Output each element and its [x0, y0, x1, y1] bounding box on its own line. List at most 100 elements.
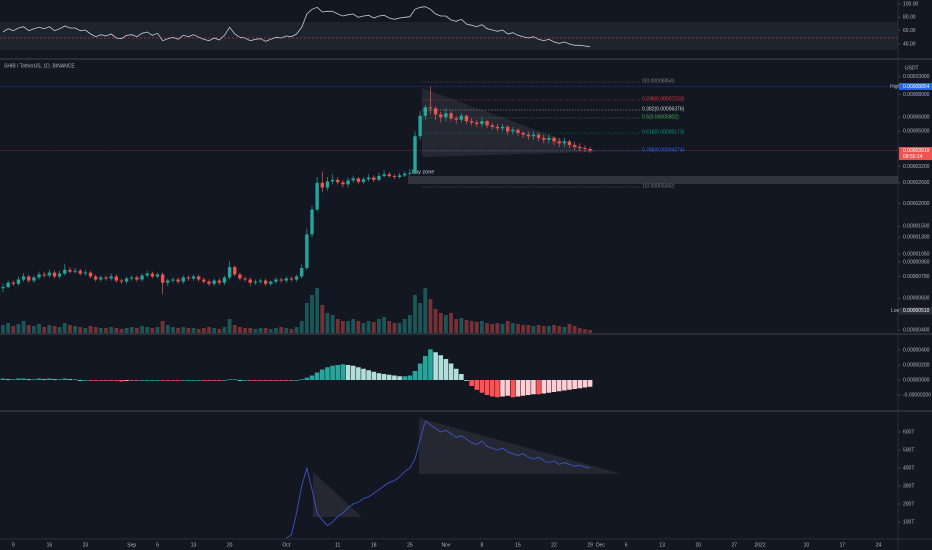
candle-body: [263, 280, 268, 284]
time-label: 10: [804, 542, 810, 548]
y-tick-label: 500T: [903, 447, 914, 453]
histogram-bar: [21, 378, 26, 380]
volume-bar: [289, 329, 294, 333]
volume-bar: [114, 328, 119, 333]
histogram-bar: [253, 380, 258, 381]
candle-body: [248, 279, 252, 283]
histogram-bar: [433, 352, 438, 380]
volume-bar: [521, 325, 526, 333]
volume-bar: [557, 326, 562, 333]
y-tick-label: 0.00001500: [903, 223, 930, 229]
volume-bar: [181, 327, 186, 333]
histogram-bar: [562, 380, 567, 391]
y-tick-label: -0.00000200: [903, 392, 931, 398]
volume-bar: [207, 327, 211, 333]
candle-body: [99, 277, 103, 280]
histogram-bar: [11, 379, 16, 381]
histogram-bar: [423, 356, 428, 380]
triangle-drawing: [313, 472, 362, 517]
candle-body: [176, 279, 180, 282]
y-tick-label: 0.00002600: [903, 180, 930, 186]
histogram-bar: [412, 371, 418, 380]
histogram-bar: [47, 378, 52, 380]
candle-body: [428, 107, 433, 109]
histogram-bar: [294, 380, 299, 381]
y-tick-label: 300T: [903, 483, 914, 489]
volume-bar: [377, 319, 381, 333]
histogram-bar: [273, 380, 279, 381]
histogram-bar: [268, 380, 274, 381]
histogram-bar: [129, 380, 135, 381]
volume-bar: [232, 325, 237, 333]
volume-bar: [129, 327, 134, 333]
histogram-bar: [541, 380, 547, 394]
histogram-bar: [366, 370, 371, 380]
volume-bar: [536, 325, 541, 333]
time-label: 9: [12, 542, 15, 548]
candle-body: [315, 182, 319, 210]
volume-bar: [495, 323, 500, 333]
time-label: 29: [587, 542, 593, 548]
histogram-bar: [124, 380, 129, 381]
volume-bar: [547, 326, 551, 333]
volume-bar: [351, 319, 356, 333]
time-label: 23: [83, 542, 89, 548]
histogram-bar: [448, 363, 454, 380]
histogram-bar: [345, 365, 351, 380]
candle-body: [325, 181, 330, 188]
histogram-bar: [495, 380, 500, 398]
candle-body: [104, 277, 108, 279]
candle-body: [171, 279, 175, 281]
histogram-bar: [258, 380, 263, 381]
volume-bar: [516, 324, 520, 333]
time-label: 18: [371, 542, 377, 548]
candle-body: [191, 276, 196, 279]
candle-body: [119, 280, 124, 282]
y-tick-label: 400T: [903, 465, 914, 471]
candle-body: [274, 279, 278, 282]
volume-bar: [109, 327, 114, 333]
candle-body: [52, 272, 57, 277]
candle-body: [526, 134, 530, 137]
volume-bar: [57, 327, 62, 333]
histogram-bar: [474, 380, 480, 390]
y-tick-label: 0.00003200: [903, 164, 930, 170]
candle-body: [351, 178, 355, 181]
histogram-bar: [299, 379, 304, 381]
histogram-bar: [361, 368, 366, 380]
volume-bar: [299, 321, 304, 333]
histogram-bar: [52, 379, 57, 381]
histogram-bar: [289, 380, 294, 381]
volume-bar: [201, 328, 206, 333]
volume-bar: [444, 315, 448, 333]
histogram-bar: [505, 380, 510, 396]
countdown: 09:55:14: [903, 154, 923, 160]
volume-bar: [325, 313, 330, 333]
histogram-bar: [350, 365, 356, 380]
volume-bar: [454, 319, 459, 333]
candle-body: [227, 267, 232, 278]
volume-bar: [464, 320, 469, 333]
volume-bar: [407, 315, 412, 333]
histogram-bar: [88, 380, 93, 381]
candle-body: [284, 278, 288, 281]
volume-bar: [140, 326, 144, 333]
volume-bar: [341, 321, 345, 333]
high-badge-text: 0.00008854: [903, 84, 930, 90]
volume-bar: [356, 321, 361, 333]
candle-body: [588, 148, 592, 151]
histogram-bar: [567, 380, 572, 390]
candle-body: [6, 282, 10, 288]
histogram-bar: [443, 359, 449, 380]
volume-bar: [171, 327, 175, 333]
candle-body: [372, 177, 376, 180]
y-tick-label: 60.00: [903, 28, 916, 34]
histogram-bar: [278, 380, 284, 381]
low-badge: [899, 307, 932, 315]
time-label: 13: [659, 542, 665, 548]
candle-body: [531, 134, 536, 137]
triangle-drawing: [419, 418, 622, 474]
candle-body: [83, 272, 88, 274]
histogram-bar: [515, 380, 521, 397]
